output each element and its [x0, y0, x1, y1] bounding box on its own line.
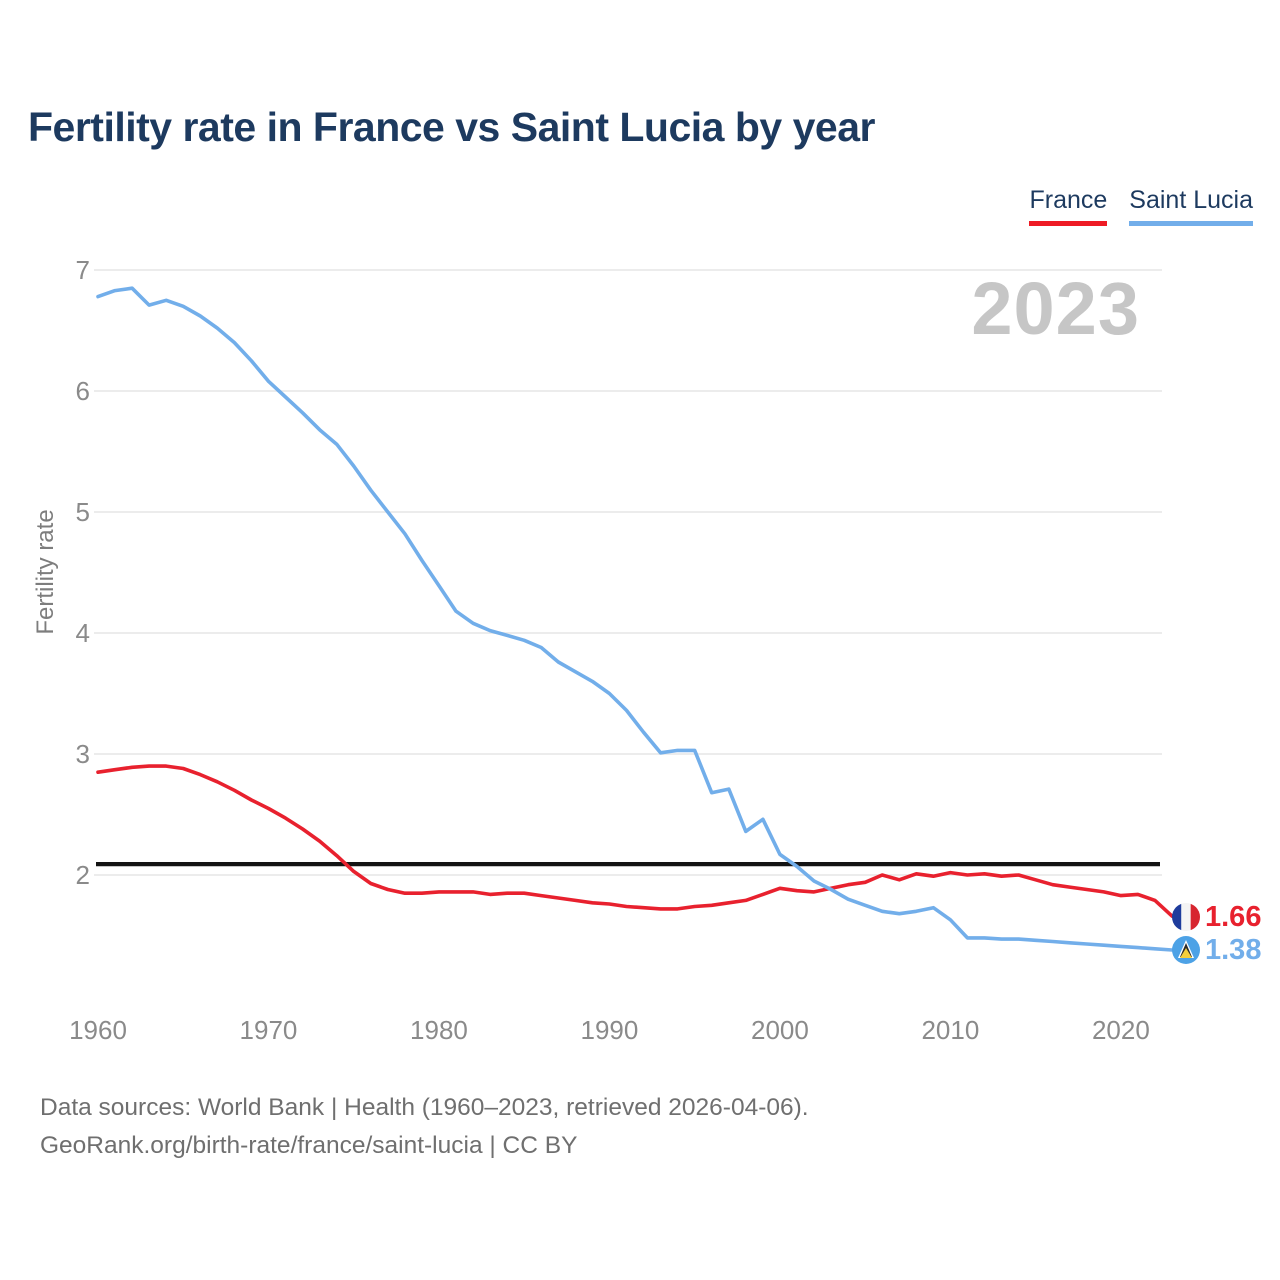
y-tick-label: 5 — [75, 497, 90, 527]
watermark-year: 2023 — [971, 267, 1140, 350]
footer: Data sources: World Bank | Health (1960–… — [40, 1089, 809, 1165]
x-tick-label: 1990 — [580, 1015, 639, 1045]
saint-lucia-flag-icon — [1172, 936, 1200, 964]
x-tick-label: 1970 — [239, 1015, 298, 1045]
x-tick-label: 2020 — [1091, 1015, 1150, 1045]
france-end-value: 1.66 — [1205, 901, 1262, 933]
series-line-saint-lucia — [96, 286, 1174, 952]
france-flag-icon — [1172, 903, 1200, 931]
y-tick-label: 4 — [75, 618, 90, 648]
y-tick-label: 3 — [75, 739, 90, 769]
legend-item-france[interactable]: France — [1029, 186, 1108, 226]
legend: France Saint Lucia — [1029, 186, 1253, 226]
x-tick-label: 1960 — [69, 1015, 127, 1045]
y-tick-label: 6 — [75, 376, 90, 406]
series-line-france — [96, 764, 1174, 918]
x-tick-label: 2010 — [921, 1015, 980, 1045]
x-tick-label: 2000 — [750, 1015, 809, 1045]
footer-link: GeoRank.org/birth-rate/france/saint-luci… — [40, 1132, 578, 1159]
saint-lucia-end-value: 1.38 — [1205, 934, 1262, 966]
y-tick-label: 7 — [75, 255, 90, 285]
x-tick-label: 1980 — [410, 1015, 468, 1045]
page-title: Fertility rate in France vs Saint Lucia … — [28, 104, 875, 150]
legend-item-saint-lucia[interactable]: Saint Lucia — [1129, 186, 1253, 226]
y-tick-label: 2 — [75, 860, 90, 890]
footer-sources: Data sources: World Bank | Health (1960–… — [40, 1094, 809, 1121]
